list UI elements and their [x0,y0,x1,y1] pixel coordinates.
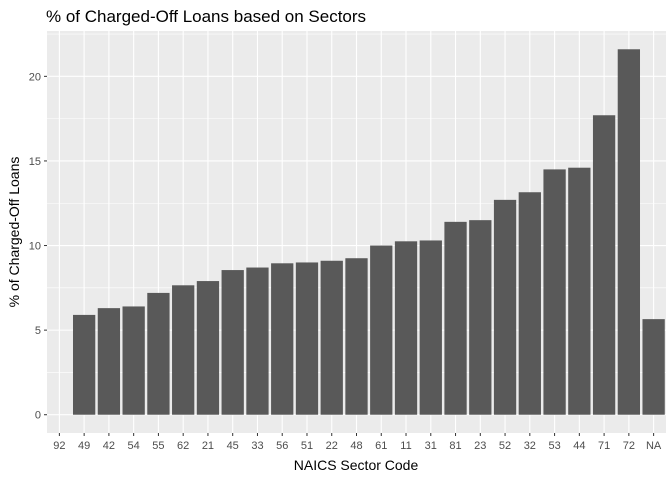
x-tick-label: 72 [623,440,635,452]
x-tick-label: 23 [474,440,486,452]
bar [617,49,641,415]
x-tick-label: 92 [53,440,65,452]
bar [493,199,517,415]
bar [642,319,665,415]
bar [419,240,442,415]
bar [444,221,467,415]
bars [72,49,665,415]
bar [271,263,294,415]
x-tick-label: NA [646,440,662,452]
x-tick-label: 44 [573,440,585,452]
bar [518,192,541,415]
bar [370,245,393,415]
y-tick-label: 10 [29,241,41,253]
y-tick-label: 15 [29,156,41,168]
x-tick-label: 54 [128,440,140,452]
x-tick-label: 71 [598,440,610,452]
x-tick-label: 52 [499,440,511,452]
bar [72,314,96,415]
bar [592,115,616,415]
x-tick-label: 56 [276,440,288,452]
x-tick-label: 32 [524,440,536,452]
bar [295,262,319,415]
x-tick-label: 53 [548,440,560,452]
x-tick-label: 49 [78,440,90,452]
x-tick-label: 11 [400,440,411,452]
x-tick-label: 61 [375,440,387,452]
y-axis-title: % of Charged-Off Loans [6,157,22,308]
chart-title: % of Charged-Off Loans based on Sectors [46,7,366,26]
x-tick-label: 48 [350,440,362,452]
x-tick-label: 62 [177,440,189,452]
x-axis: 92 49 42 54 55 62 21 45 33 56 51 22 48 61 11 31 81 23 52 32… [53,433,662,452]
bar [345,258,368,415]
x-tick-label: 31 [425,440,437,452]
bar [568,167,591,415]
x-tick-label: 22 [326,440,338,452]
bar [172,285,195,415]
bar [221,270,244,415]
bar [97,308,121,415]
bar [196,281,220,415]
y-axis: 0 5 10 15 20 [29,71,47,422]
x-tick-label: 21 [202,440,214,452]
y-tick-label: 0 [35,410,41,422]
bar [147,292,170,415]
y-tick-label: 20 [29,71,41,83]
x-axis-title: NAICS Sector Code [294,457,419,473]
bar [469,220,492,415]
x-tick-label: 33 [251,440,263,452]
x-tick-label: 51 [301,440,313,452]
bar [543,169,566,415]
bar [246,267,269,415]
bar [122,306,145,415]
x-tick-label: 42 [103,440,115,452]
bar [320,260,343,415]
x-tick-label: 81 [449,440,461,452]
x-tick-label: 45 [227,440,239,452]
x-tick-label: 55 [152,440,164,452]
y-tick-label: 5 [35,325,41,337]
bar [394,241,418,415]
